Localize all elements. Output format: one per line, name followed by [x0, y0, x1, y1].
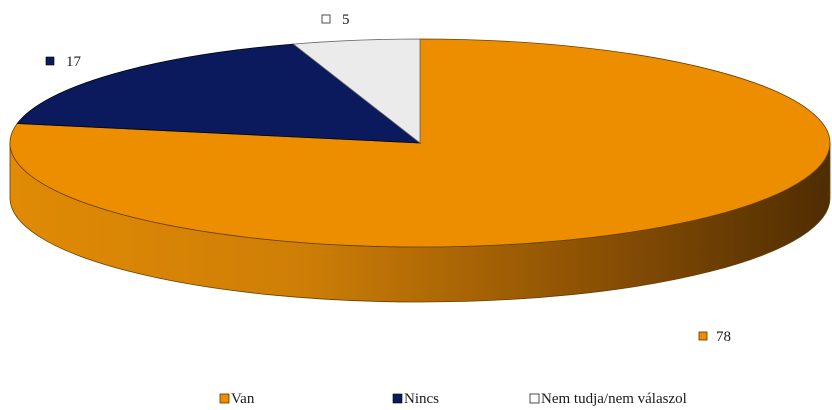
data-label-nem-tudja-text: 5 — [342, 12, 350, 28]
data-label-van-text: 78 — [716, 329, 731, 345]
data-label-nem-tudja: 5 — [321, 12, 350, 28]
legend-swatch-nincs — [392, 393, 403, 404]
pie-slice-nem-tudja — [292, 38, 421, 144]
legend-item-nem-tudja: Nem tudja/nem válaszol — [529, 391, 687, 407]
data-label-nincs: 17 — [45, 54, 82, 70]
legend-item-van: Van — [219, 391, 255, 407]
legend-label-nem-tudja: Nem tudja/nem válaszol — [541, 391, 687, 407]
legend-label-van: Van — [231, 391, 255, 407]
data-label-marker-nem-tudja — [321, 14, 331, 24]
data-label-van: 78 — [698, 329, 731, 345]
data-label-marker-van — [698, 331, 708, 341]
data-label-nincs-text: 17 — [66, 54, 82, 70]
legend-label-nincs: Nincs — [404, 391, 439, 407]
legend-item-nincs: Nincs — [392, 391, 439, 407]
data-label-marker-nincs — [45, 56, 55, 66]
pie-slice-nincs — [16, 43, 422, 144]
legend-swatch-nem-tudja — [529, 393, 540, 404]
legend-swatch-van — [219, 393, 230, 404]
legend: Van Nincs Nem tudja/nem válaszol — [219, 391, 687, 407]
